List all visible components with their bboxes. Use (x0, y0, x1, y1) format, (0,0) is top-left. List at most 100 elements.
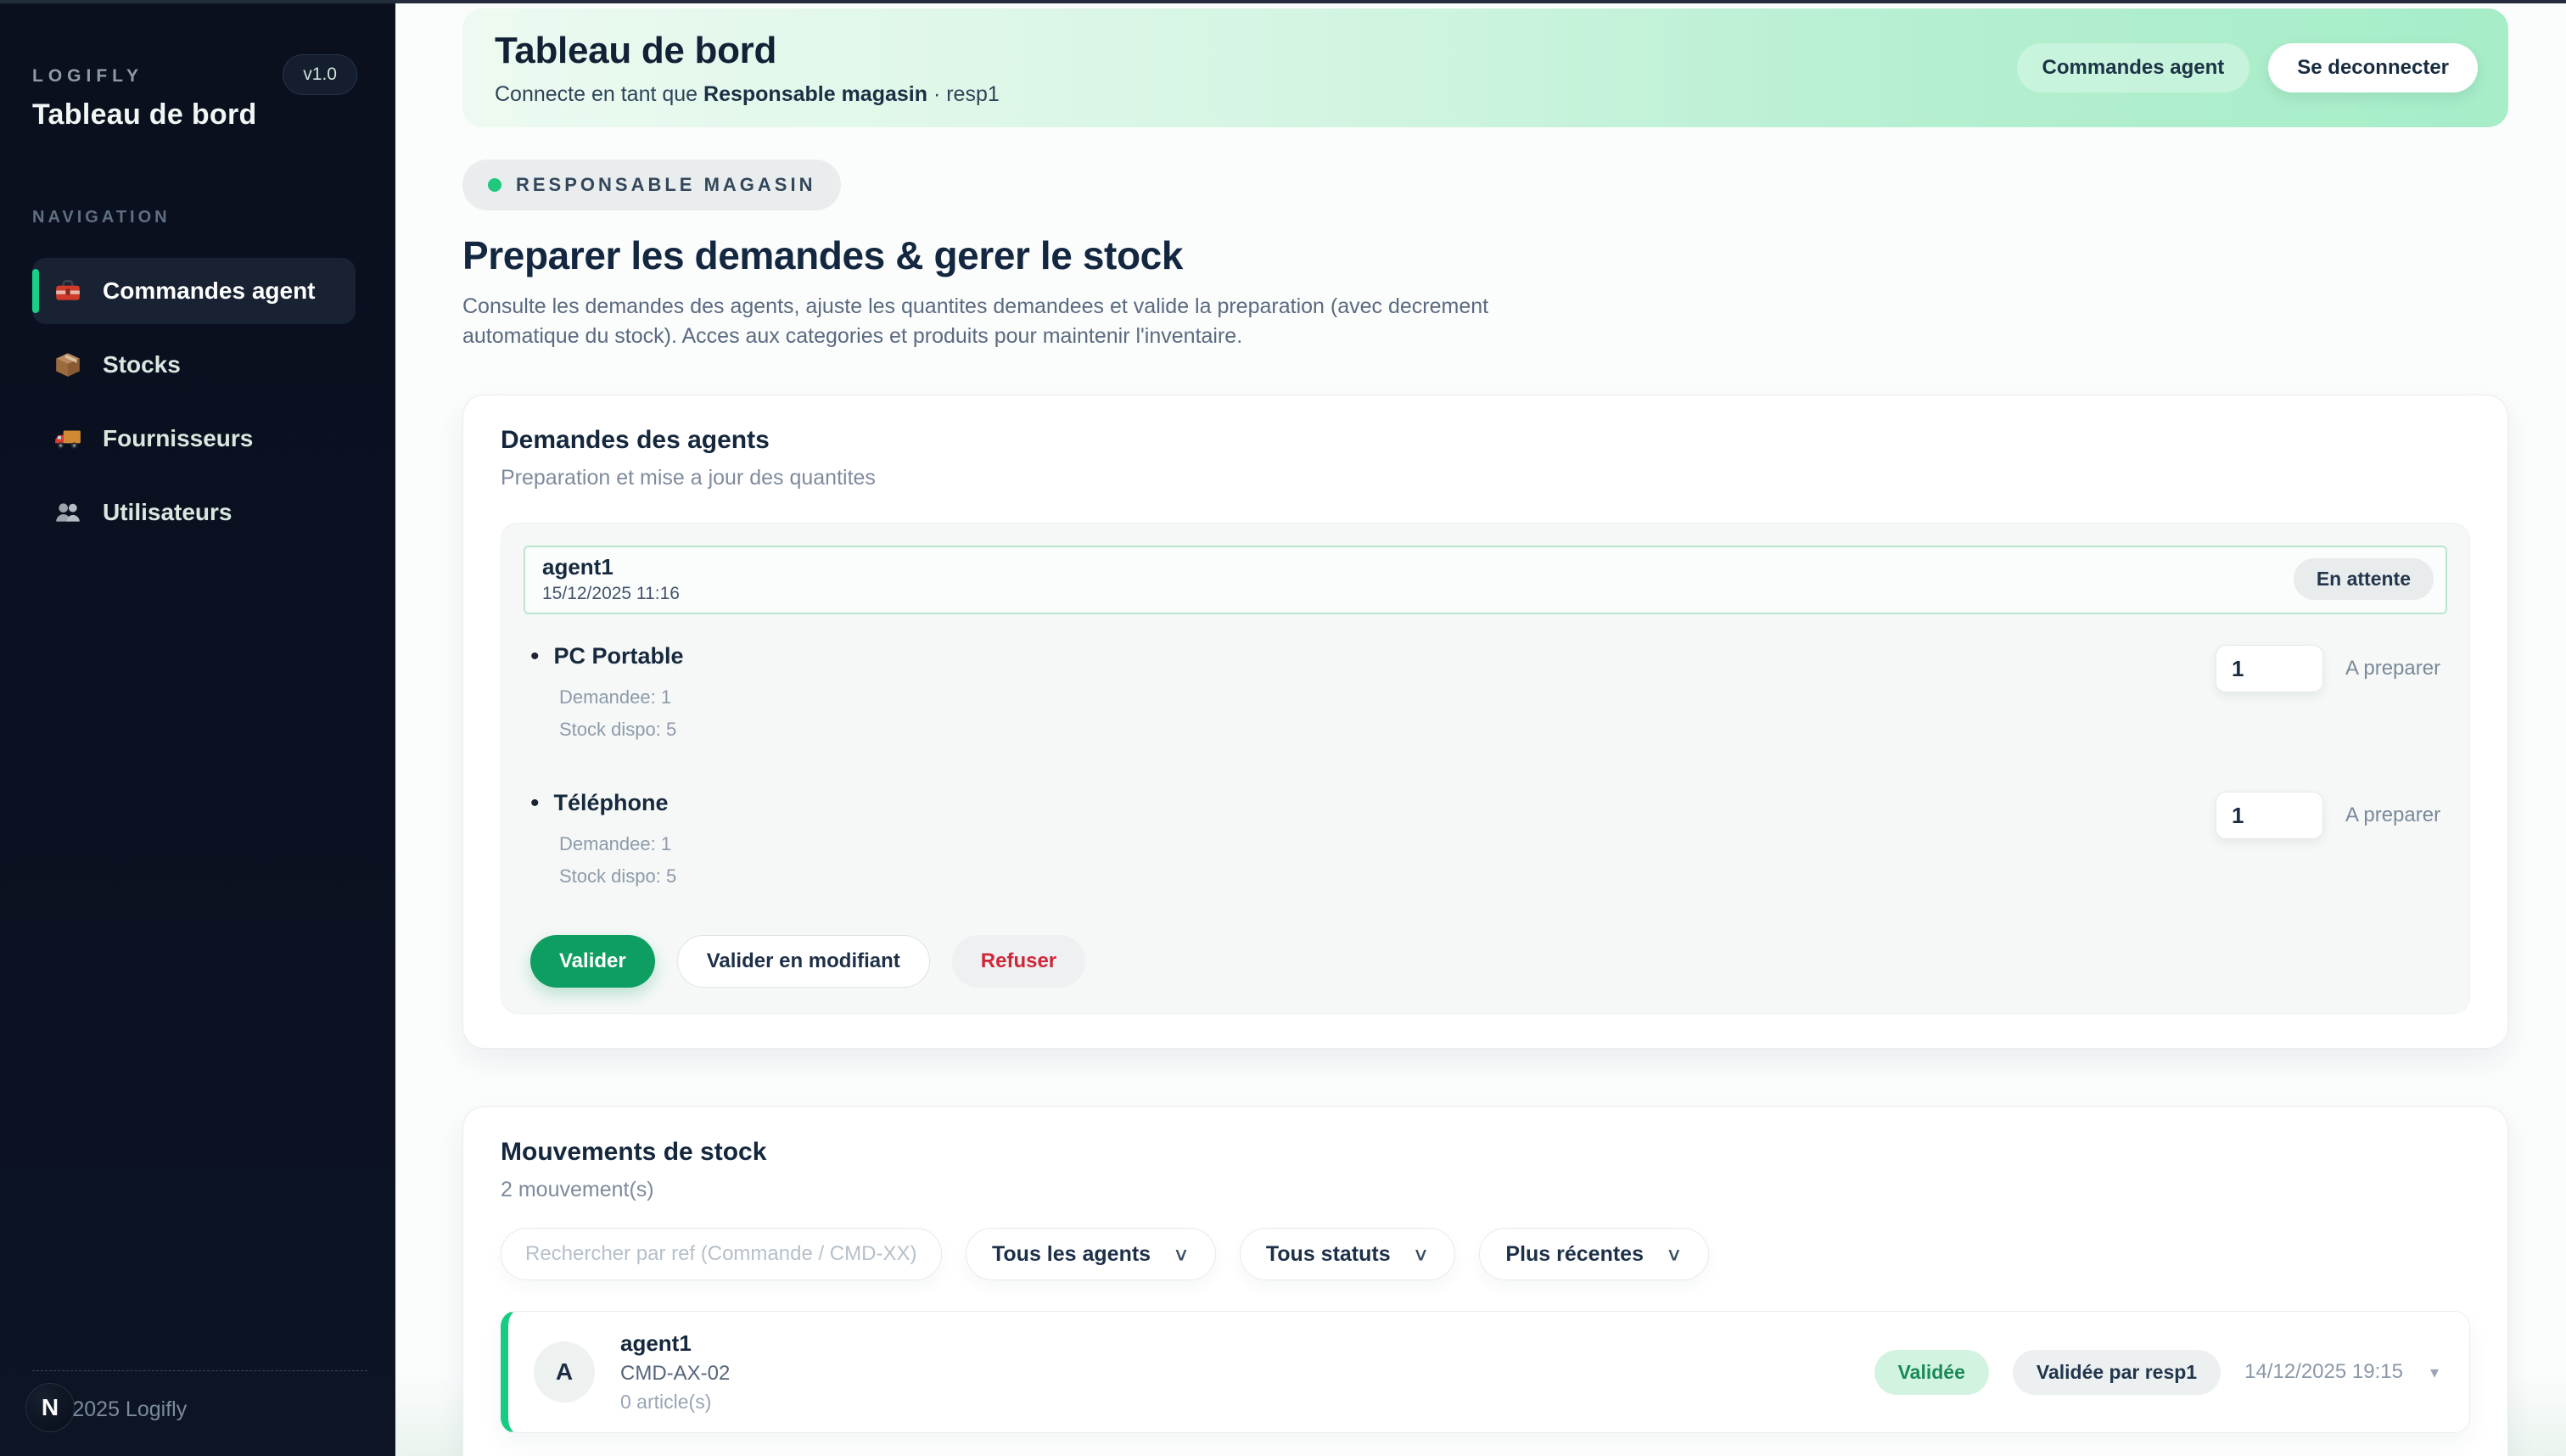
sidebar-nav: Commandes agent Stocks Fournisseurs Util… (32, 258, 356, 546)
request-header: agent1 15/12/2025 11:16 En attente (524, 546, 2447, 614)
movements-card-title: Mouvements de stock (501, 1138, 767, 1166)
requests-card-title: Demandes des agents (501, 426, 770, 454)
select-value: Tous statuts (1265, 1241, 1391, 1266)
subtitle-prefix: Connecte en tant que (495, 81, 704, 106)
requests-card: Demandes des agents Preparation et mise … (462, 395, 2508, 1049)
status-filter-select[interactable]: Tous statuts ∨ (1239, 1228, 1456, 1280)
quantity-input[interactable] (2216, 792, 2323, 839)
subtitle-role: Responsable magasin (703, 81, 928, 106)
quantity-input[interactable] (2216, 645, 2323, 692)
banner-left: Tableau de bord Connecte en tant que Res… (495, 30, 1000, 107)
truck-icon (53, 424, 82, 453)
item-name: PC Portable (553, 643, 684, 669)
item-details: Demandee: 1 Stock dispo: 5 (559, 833, 676, 888)
expand-caret-icon[interactable]: ▾ (2429, 1363, 2439, 1382)
banner-title: Tableau de bord (495, 29, 777, 71)
sidebar-footer-divider (32, 1370, 367, 1371)
chevron-down-icon: ∨ (1665, 1243, 1683, 1264)
nav-section-label: NAVIGATION (32, 208, 171, 227)
item-details: Demandee: 1 Stock dispo: 5 (559, 686, 684, 741)
movement-info: agent1 CMD-AX-02 0 article(s) (620, 1330, 730, 1414)
request-status-badge: En attente (2293, 558, 2434, 600)
item-stock: Stock dispo: 5 (559, 719, 677, 740)
item-stock: Stock dispo: 5 (559, 865, 677, 887)
item-name-row: • PC Portable (530, 643, 684, 669)
sidebar-item-label: Commandes agent (103, 277, 316, 304)
chevron-down-icon: ∨ (1412, 1243, 1430, 1264)
movement-datetime: 14/12/2025 19:15 (2244, 1360, 2403, 1383)
request-agent-name: agent1 (542, 554, 613, 580)
movement-row-right: Validée Validée par resp1 14/12/2025 19:… (1874, 1349, 2439, 1395)
bullet-icon: • (530, 641, 540, 670)
bullet-icon: • (530, 788, 540, 817)
request-panel: agent1 15/12/2025 11:16 En attente • PC … (501, 523, 2470, 1014)
movement-articles: 0 article(s) (620, 1391, 712, 1413)
request-item: • Téléphone Demandee: 1 Stock dispo: 5 A… (530, 790, 2447, 888)
sidebar-item-utilisateurs[interactable]: Utilisateurs (32, 479, 356, 546)
item-demanded: Demandee: 1 (559, 686, 672, 708)
agents-filter-select[interactable]: Tous les agents ∨ (966, 1228, 1216, 1280)
prepare-label: A preparer (2345, 657, 2441, 680)
sidebar-footer-row: © 2025 Logifly N (25, 1383, 367, 1437)
movement-row[interactable]: A agent1 CMD-AX-02 0 article(s) Validée … (501, 1311, 2470, 1433)
toolbox-icon (53, 277, 82, 305)
sidebar-item-label: Fournisseurs (103, 425, 254, 451)
sidebar-item-commandes-agent[interactable]: Commandes agent (32, 258, 356, 324)
movements-count: 2 mouvement(s) (501, 1178, 654, 1201)
brand-block: LOGIFLY Tableau de bord v1.0 (0, 54, 395, 132)
sidebar-footer: © 2025 Logifly N (25, 1370, 367, 1437)
request-datetime: 15/12/2025 11:16 (542, 584, 680, 603)
select-value: Plus récentes (1505, 1241, 1644, 1266)
avatar: A (534, 1341, 595, 1403)
select-value: Tous les agents (992, 1241, 1151, 1266)
item-demanded: Demandee: 1 (559, 833, 672, 854)
request-item-left: • PC Portable Demandee: 1 Stock dispo: 5 (530, 643, 684, 741)
logo-n-button[interactable]: N (25, 1383, 75, 1432)
request-item-right: A preparer (2216, 792, 2447, 839)
sidebar: LOGIFLY Tableau de bord v1.0 NAVIGATION … (0, 0, 395, 1456)
request-actions: Valider Valider en modifiant Refuser (524, 935, 2447, 988)
request-item: • PC Portable Demandee: 1 Stock dispo: 5… (530, 643, 2447, 741)
header-banner: Tableau de bord Connecte en tant que Res… (462, 8, 2508, 127)
sidebar-item-label: Utilisateurs (103, 499, 233, 525)
prepare-label: A preparer (2345, 804, 2441, 826)
role-badge: RESPONSABLE MAGASIN (462, 160, 842, 210)
subtitle-user: · resp1 (927, 81, 1000, 106)
request-items: • PC Portable Demandee: 1 Stock dispo: 5… (524, 643, 2447, 888)
users-icon (53, 498, 82, 527)
sidebar-item-stocks[interactable]: Stocks (32, 332, 356, 398)
logout-button[interactable]: Se deconnecter (2268, 43, 2478, 92)
chevron-down-icon: ∨ (1173, 1243, 1190, 1264)
status-dot-icon (488, 178, 501, 192)
role-badge-label: RESPONSABLE MAGASIN (516, 174, 816, 195)
item-name-row: • Téléphone (530, 790, 676, 816)
item-name: Téléphone (553, 790, 669, 815)
movement-status-badge: Validée (1874, 1349, 1989, 1395)
sort-filter-select[interactable]: Plus récentes ∨ (1479, 1228, 1709, 1280)
commandes-agent-link[interactable]: Commandes agent (2016, 43, 2250, 92)
movement-agent: agent1 (620, 1330, 692, 1356)
sidebar-item-label: Stocks (103, 351, 181, 378)
validate-edit-button[interactable]: Valider en modifiant (676, 935, 930, 988)
movement-ref: CMD-AX-02 (620, 1362, 731, 1385)
request-item-left: • Téléphone Demandee: 1 Stock dispo: 5 (530, 790, 676, 888)
version-badge: v1.0 (283, 54, 357, 95)
movements-filters: Tous les agents ∨ Tous statuts ∨ Plus ré… (501, 1228, 2470, 1280)
brand-eyebrow: LOGIFLY (32, 66, 144, 86)
movement-row-left: A agent1 CMD-AX-02 0 article(s) (534, 1330, 730, 1414)
validate-button[interactable]: Valider (530, 935, 655, 988)
sidebar-item-fournisseurs[interactable]: Fournisseurs (32, 406, 356, 472)
package-icon (53, 350, 82, 379)
requests-card-subtitle: Preparation et mise a jour des quantites (501, 466, 876, 490)
banner-actions: Commandes agent Se deconnecter (2016, 43, 2478, 92)
search-input[interactable] (501, 1228, 942, 1280)
app-title: Tableau de bord (32, 98, 257, 131)
refuse-button[interactable]: Refuser (951, 935, 1086, 988)
movement-validated-by-badge: Validée par resp1 (2012, 1349, 2221, 1395)
banner-subtitle: Connecte en tant que Responsable magasin… (495, 82, 1000, 107)
request-item-right: A preparer (2216, 645, 2447, 692)
main-content: Tableau de bord Connecte en tant que Res… (395, 0, 2566, 1456)
page-description: Consulte les demandes des agents, ajuste… (462, 294, 1489, 348)
request-header-left: agent1 15/12/2025 11:16 (542, 554, 680, 604)
